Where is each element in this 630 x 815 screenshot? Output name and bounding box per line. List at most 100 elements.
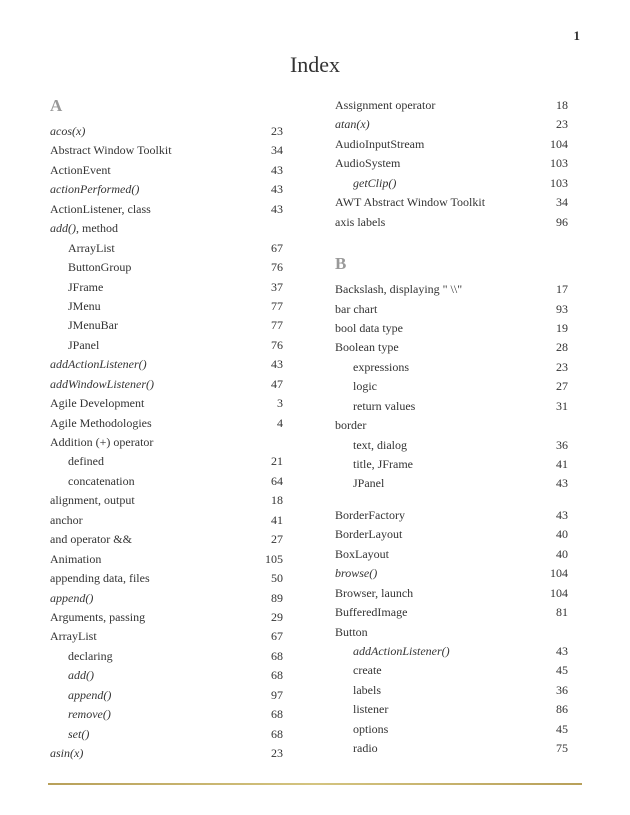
index-term: add(), method bbox=[50, 219, 118, 238]
index-entry: acos(x)23 bbox=[50, 122, 295, 141]
index-entry: addActionListener()43 bbox=[50, 355, 295, 374]
index-page: 36 bbox=[540, 436, 568, 455]
index-page: 68 bbox=[255, 666, 283, 685]
index-page: 28 bbox=[540, 338, 568, 357]
index-term: asin(x) bbox=[50, 744, 83, 763]
index-page: 43 bbox=[255, 161, 283, 180]
index-page: 17 bbox=[540, 280, 568, 299]
index-term: AudioInputStream bbox=[335, 135, 424, 154]
index-entry: text, dialog36 bbox=[335, 436, 580, 455]
index-page: 19 bbox=[540, 319, 568, 338]
index-page: 40 bbox=[540, 545, 568, 564]
index-entry: declaring68 bbox=[50, 647, 295, 666]
index-term: addWindowListener() bbox=[50, 375, 154, 394]
index-page: 86 bbox=[540, 700, 568, 719]
index-entry: set()68 bbox=[50, 725, 295, 744]
index-term: create bbox=[335, 661, 382, 680]
index-page: 50 bbox=[255, 569, 283, 588]
index-term: AudioSystem bbox=[335, 154, 400, 173]
index-entry: actionPerformed()43 bbox=[50, 180, 295, 199]
index-term: title, JFrame bbox=[335, 455, 413, 474]
index-term: logic bbox=[335, 377, 377, 396]
index-entry: listener 86 bbox=[335, 700, 580, 719]
index-entry: BufferedImage81 bbox=[335, 603, 580, 622]
index-entry: logic27 bbox=[335, 377, 580, 396]
index-page: 104 bbox=[540, 564, 568, 583]
index-term: addActionListener() bbox=[50, 355, 147, 374]
index-term: bar chart bbox=[335, 300, 377, 319]
index-page: 76 bbox=[255, 258, 283, 277]
index-term: BoxLayout bbox=[335, 545, 389, 564]
index-page: 40 bbox=[540, 525, 568, 544]
index-page: 34 bbox=[540, 193, 568, 212]
index-page: 23 bbox=[255, 122, 283, 141]
index-entry: browse()104 bbox=[335, 564, 580, 583]
index-entry: addWindowListener()47 bbox=[50, 375, 295, 394]
index-entry: alignment, output18 bbox=[50, 491, 295, 510]
index-page: 29 bbox=[255, 608, 283, 627]
index-page: 41 bbox=[255, 511, 283, 530]
index-entry: ArrayList67 bbox=[50, 239, 295, 258]
index-entry: AWT Abstract Window Toolkit 34 bbox=[335, 193, 580, 212]
index-entry: ActionListener, class43 bbox=[50, 200, 295, 219]
index-entry: bar chart 93 bbox=[335, 300, 580, 319]
index-page: 68 bbox=[255, 647, 283, 666]
index-term: JPanel bbox=[50, 336, 99, 355]
index-term: Animation bbox=[50, 550, 101, 569]
index-term: bool data type bbox=[335, 319, 403, 338]
index-page: 93 bbox=[540, 300, 568, 319]
index-term: remove() bbox=[50, 705, 111, 724]
entry-gap bbox=[335, 494, 580, 506]
index-term: append() bbox=[50, 686, 111, 705]
index-entry: create45 bbox=[335, 661, 580, 680]
index-entry: Boolean type28 bbox=[335, 338, 580, 357]
section-letter: B bbox=[335, 254, 580, 274]
index-page: 43 bbox=[540, 506, 568, 525]
index-entry: Abstract Window Toolkit34 bbox=[50, 141, 295, 160]
index-term: ButtonGroup bbox=[50, 258, 131, 277]
index-columns: Aacos(x)23Abstract Window Toolkit34Actio… bbox=[50, 96, 580, 763]
index-page: 23 bbox=[540, 115, 568, 134]
index-term: AWT Abstract Window Toolkit bbox=[335, 193, 485, 212]
index-entry: Backslash, displaying " \\" 17 bbox=[335, 280, 580, 299]
index-entry: AudioSystem103 bbox=[335, 154, 580, 173]
index-entry: Button bbox=[335, 623, 580, 642]
index-page: 3 bbox=[255, 394, 283, 413]
index-term: ArrayList bbox=[50, 627, 97, 646]
index-term: appending data, files bbox=[50, 569, 150, 588]
index-term: Backslash, displaying " \\" bbox=[335, 280, 462, 299]
index-term: listener bbox=[335, 700, 388, 719]
index-term: border bbox=[335, 416, 366, 435]
index-entry: labels36 bbox=[335, 681, 580, 700]
index-page: 104 bbox=[540, 135, 568, 154]
index-entry: append()97 bbox=[50, 686, 295, 705]
index-entry: AudioInputStream 104 bbox=[335, 135, 580, 154]
index-term: addActionListener() bbox=[335, 642, 450, 661]
index-entry: options 45 bbox=[335, 720, 580, 739]
index-entry: addActionListener()43 bbox=[335, 642, 580, 661]
index-term: getClip() bbox=[335, 174, 396, 193]
index-page: 68 bbox=[255, 725, 283, 744]
index-entry: append()89 bbox=[50, 589, 295, 608]
index-entry: Assignment operator18 bbox=[335, 96, 580, 115]
index-page: 77 bbox=[255, 297, 283, 316]
index-entry: Agile Development3 bbox=[50, 394, 295, 413]
index-term: Button bbox=[335, 623, 368, 642]
index-entry: JPanel43 bbox=[335, 474, 580, 493]
index-entry: concatenation64 bbox=[50, 472, 295, 491]
page-number: 1 bbox=[574, 28, 581, 44]
index-entry: ArrayList67 bbox=[50, 627, 295, 646]
index-term: options bbox=[335, 720, 388, 739]
index-page: 23 bbox=[255, 744, 283, 763]
index-page: 27 bbox=[255, 530, 283, 549]
index-entry: title, JFrame41 bbox=[335, 455, 580, 474]
index-page: 43 bbox=[255, 180, 283, 199]
index-entry: ActionEvent43 bbox=[50, 161, 295, 180]
index-page: 104 bbox=[540, 584, 568, 603]
index-page: 67 bbox=[255, 239, 283, 258]
index-entry: JFrame37 bbox=[50, 278, 295, 297]
index-term: Agile Methodologies bbox=[50, 414, 152, 433]
index-term: anchor bbox=[50, 511, 83, 530]
index-term: JMenu bbox=[50, 297, 101, 316]
index-page: 45 bbox=[540, 720, 568, 739]
